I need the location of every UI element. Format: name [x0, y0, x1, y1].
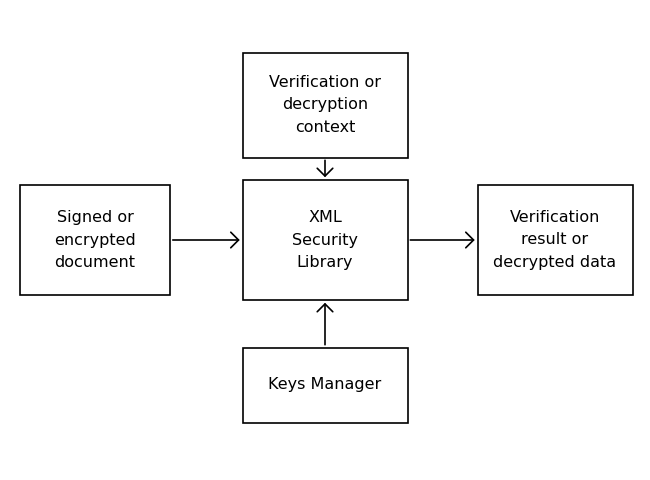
Text: Keys Manager: Keys Manager	[268, 377, 382, 393]
Bar	[242, 180, 408, 300]
Bar	[20, 185, 170, 295]
Text: Verification
result or
decrypted data: Verification result or decrypted data	[493, 210, 617, 270]
Text: Signed or
encrypted
document: Signed or encrypted document	[54, 210, 136, 270]
Bar	[242, 348, 408, 422]
Bar	[478, 185, 632, 295]
Bar	[242, 52, 408, 157]
Text: XML
Security
Library: XML Security Library	[292, 210, 358, 270]
Text: Verification or
decryption
context: Verification or decryption context	[269, 75, 381, 135]
